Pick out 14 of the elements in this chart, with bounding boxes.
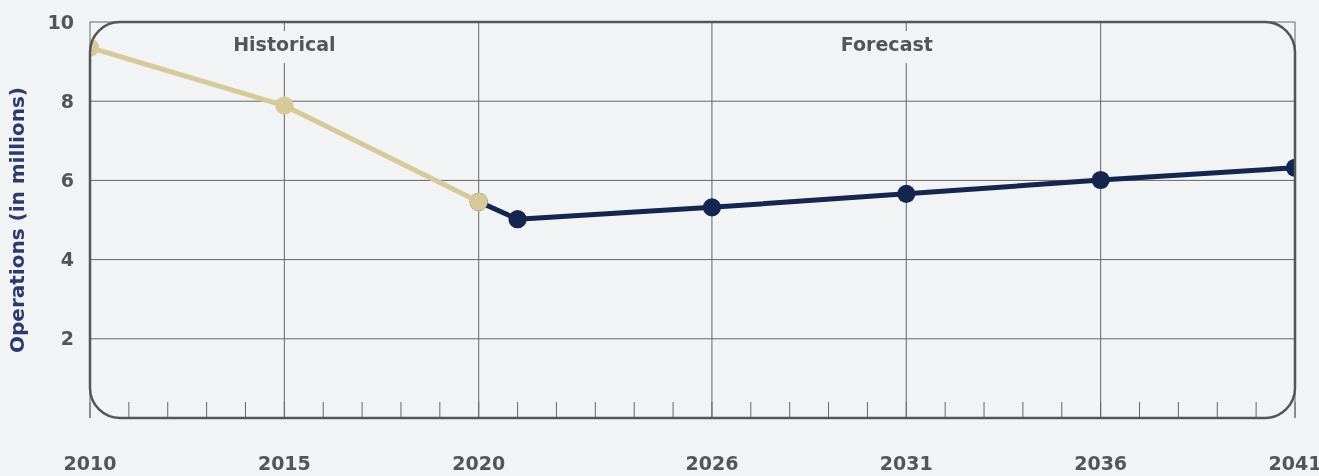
x-tick-label: 2031 [879,452,933,474]
annotation: Historical [233,33,336,55]
x-tick-label: 2010 [63,452,117,474]
y-tick-label: 2 [60,327,74,350]
x-tick-label: 2026 [685,452,739,474]
y-tick-label: 8 [60,89,74,112]
y-tick-label: 10 [47,10,74,33]
y-tick-label: 6 [60,169,74,192]
annotation: Forecast [840,33,933,55]
y-tick-label: 4 [60,248,74,271]
y-axis-title: Operations (in millions) [5,87,29,353]
x-tick-label: 2020 [452,452,506,474]
x-tick-label: 2015 [257,452,311,474]
x-tick-label: 2036 [1074,452,1128,474]
